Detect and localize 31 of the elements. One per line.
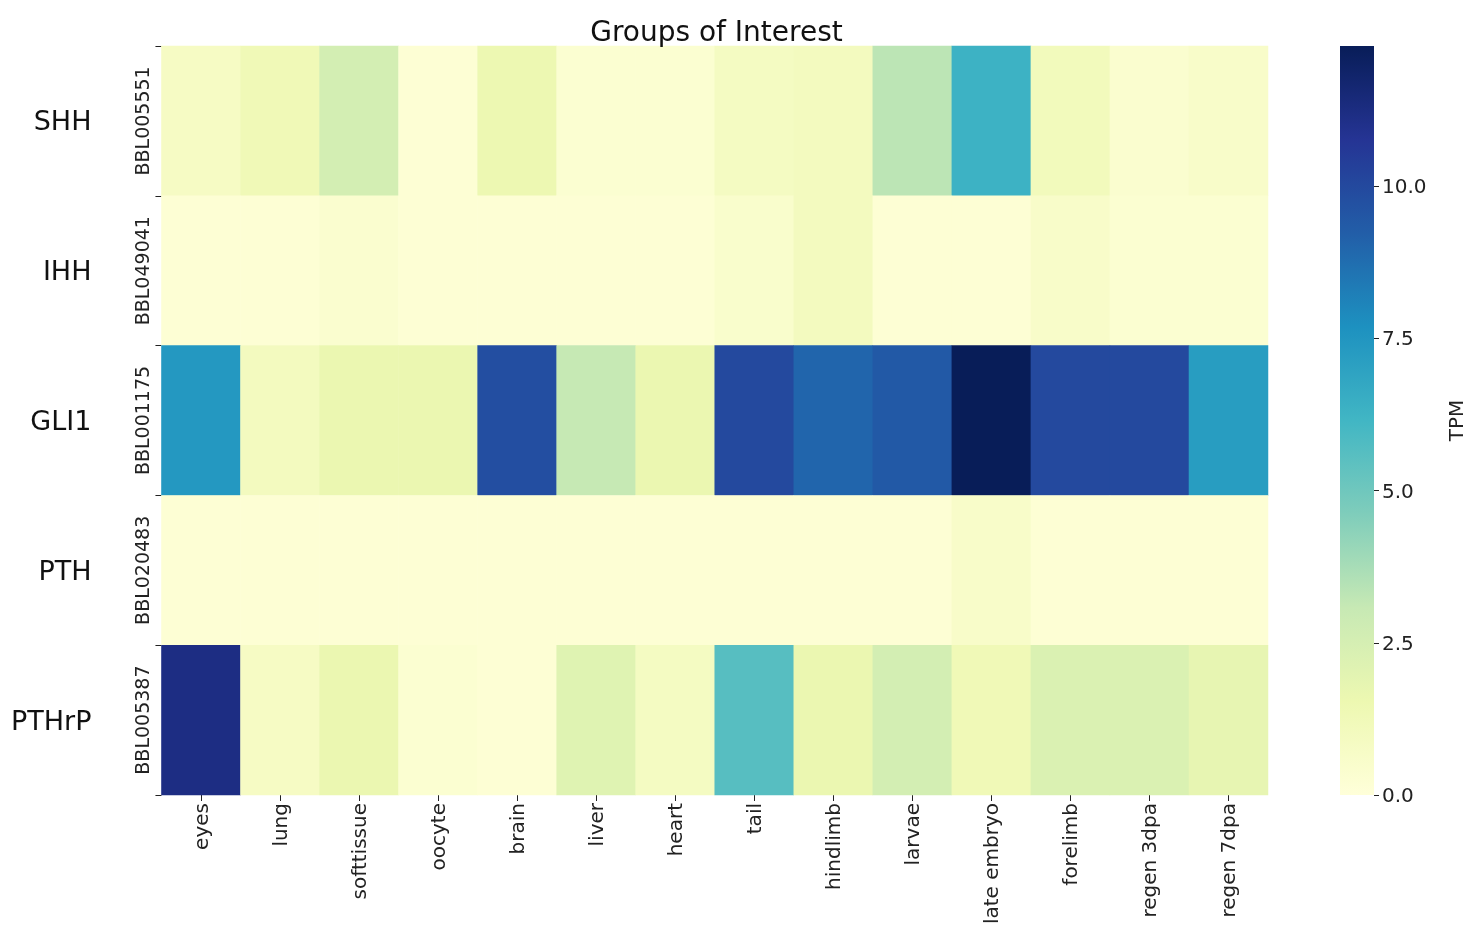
x-tick-label: liver bbox=[584, 802, 609, 847]
chart-title: Groups of Interest bbox=[590, 14, 843, 48]
y2-tick-label: PTHrP bbox=[10, 704, 92, 736]
x-tick-label: softtissue bbox=[347, 803, 372, 900]
x-tick-label: regen 7dpa bbox=[1216, 803, 1241, 918]
x-tick-label: forelimb bbox=[1058, 803, 1083, 886]
color-bar-label: 5.0 bbox=[1382, 478, 1414, 503]
color-bar-label: 10.0 bbox=[1382, 174, 1427, 199]
x-tick-label: tail bbox=[742, 803, 767, 835]
x-tick-label: late embryo bbox=[979, 803, 1004, 925]
color-bar-label: 2.5 bbox=[1382, 630, 1414, 655]
y-tick-label: BBL020483 bbox=[130, 515, 153, 625]
x-tick-label: heart bbox=[663, 802, 688, 857]
y-tick-label: BBL005387 bbox=[130, 665, 153, 775]
y2-tick-label: IHH bbox=[42, 255, 92, 287]
x-tick-label: regen 3dpa bbox=[1137, 803, 1162, 918]
x-tick-label: oocyte bbox=[426, 803, 451, 871]
color-bar-label: 7.5 bbox=[1382, 326, 1414, 351]
y2-tick-label: PTH bbox=[38, 554, 92, 586]
x-tick-label: larvae bbox=[900, 803, 925, 866]
x-tick-label: hindlimb bbox=[821, 803, 846, 890]
y2-tick-label: GLI1 bbox=[30, 405, 92, 436]
color-bar-label: 0.0 bbox=[1382, 783, 1414, 807]
y-tick-label: BBL049041 bbox=[130, 216, 153, 326]
color-bar-title: TPM bbox=[1444, 399, 1468, 443]
y-tick-label: BBL005551 bbox=[130, 66, 153, 176]
y2-tick-label: SHH bbox=[33, 105, 92, 137]
x-tick-label: eyes bbox=[188, 803, 213, 850]
x-tick-label: brain bbox=[505, 803, 530, 855]
y-tick-label: BBL001175 bbox=[130, 365, 153, 476]
x-tick-label: lung bbox=[268, 803, 293, 847]
